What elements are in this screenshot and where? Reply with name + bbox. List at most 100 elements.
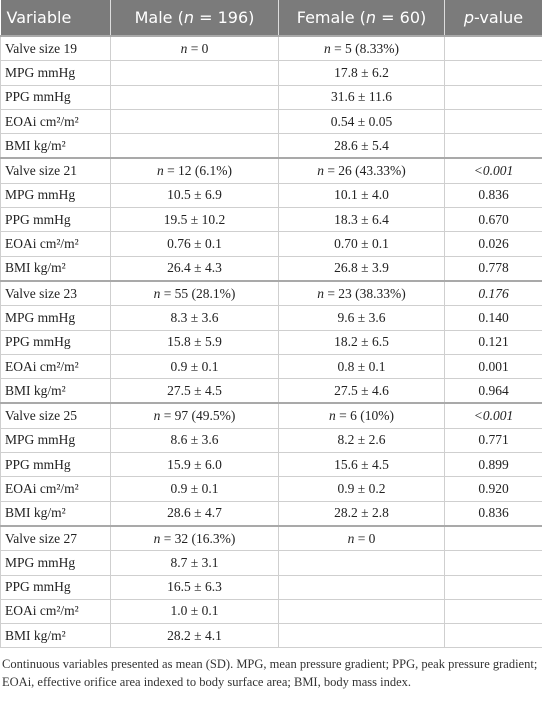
table-cell: 15.6 ± 4.5 <box>278 452 445 478</box>
table-row: Valve size 21 n = 12 (6.1%) n = 26 (43.33%… <box>0 157 542 184</box>
table-row: Valve size 27 n = 32 (16.3%) n = 0 <box>0 524 542 552</box>
table-cell: 19.5 ± 10.2 <box>110 207 279 233</box>
table-row: Valve size 23 n = 55 (28.1%) n = 23 (38.33… <box>0 279 542 307</box>
table-cell: n = 6 (10%) <box>278 402 445 429</box>
table-cell: BMI kg/m² <box>0 255 111 282</box>
table-cell: 27.5 ± 4.5 <box>110 378 279 404</box>
footnote: Continuous variables presented as mean (… <box>2 657 538 690</box>
table-row: MPG mmHg 8.6 ± 3.6 8.2 ± 2.6 0.771 <box>0 427 542 454</box>
table-cell: BMI kg/m² <box>0 623 111 649</box>
table-cell: 31.6 ± 11.6 <box>278 84 445 110</box>
table-cell: 0.899 <box>444 452 542 478</box>
table-cell: EOAi cm²/m² <box>0 598 111 625</box>
table-cell: EOAi cm²/m² <box>0 108 111 135</box>
table-cell: EOAi cm²/m² <box>0 476 111 502</box>
table-cell: n = 0 <box>278 524 445 552</box>
table-cell <box>444 60 542 86</box>
table-cell: 0.026 <box>444 231 542 257</box>
table-cell: 26.8 ± 3.9 <box>278 255 445 282</box>
table-cell: Valve size 27 <box>0 524 111 552</box>
table-cell: 0.964 <box>444 378 542 404</box>
table-cell: 10.1 ± 4.0 <box>278 182 445 209</box>
table-cell: 1.0 ± 0.1 <box>110 598 279 625</box>
table-cell: PPG mmHg <box>0 329 111 355</box>
table-cell: 8.6 ± 3.6 <box>110 427 279 454</box>
table-row: PPG mmHg 15.9 ± 6.0 15.6 ± 4.5 0.899 <box>0 452 542 478</box>
table-cell: 28.6 ± 5.4 <box>278 133 445 159</box>
table-cell: 0.9 ± 0.1 <box>110 476 279 502</box>
table-cell: BMI kg/m² <box>0 133 111 159</box>
table-cell: n = 12 (6.1%) <box>110 157 279 184</box>
table-cell <box>444 35 542 62</box>
table-cell: 8.2 ± 2.6 <box>278 427 445 454</box>
table-cell: 0.8 ± 0.1 <box>278 353 445 380</box>
table-cell: n = 32 (16.3%) <box>110 524 279 552</box>
table-cell: BMI kg/m² <box>0 378 111 404</box>
table-cell: 0.140 <box>444 305 542 331</box>
table-cell: BMI kg/m² <box>0 500 111 527</box>
table-cell: Valve size 21 <box>0 157 111 184</box>
table-cell: 9.6 ± 3.6 <box>278 305 445 331</box>
table-cell: 26.4 ± 4.3 <box>110 255 279 282</box>
table-cell: 28.2 ± 4.1 <box>110 623 279 649</box>
table-row: BMI kg/m² 27.5 ± 4.5 27.5 ± 4.6 0.964 <box>0 378 542 404</box>
table-cell: 0.121 <box>444 329 542 355</box>
table-cell: PPG mmHg <box>0 574 111 600</box>
column-header: p-value <box>444 0 542 36</box>
table-cell: MPG mmHg <box>0 305 111 331</box>
table-cell: 8.3 ± 3.6 <box>110 305 279 331</box>
table-row: PPG mmHg 15.8 ± 5.9 18.2 ± 6.5 0.121 <box>0 329 542 355</box>
table-cell: n = 55 (28.1%) <box>110 279 279 307</box>
table-cell <box>444 598 542 625</box>
table-cell <box>110 133 279 159</box>
table-cell: 0.176 <box>444 279 542 307</box>
table-row: BMI kg/m² 28.6 ± 4.7 28.2 ± 2.8 0.836 <box>0 500 542 527</box>
data-table: Variable Male (n = 196) Female (n = 60) p-v… <box>0 0 542 649</box>
table-cell <box>278 574 445 600</box>
table-cell: 28.2 ± 2.8 <box>278 500 445 527</box>
table-cell: 0.9 ± 0.1 <box>110 353 279 380</box>
table-cell: n = 0 <box>110 35 279 62</box>
table-cell: 18.2 ± 6.5 <box>278 329 445 355</box>
table-cell: n = 5 (8.33%) <box>278 35 445 62</box>
table-cell <box>444 108 542 135</box>
table-cell: 15.9 ± 6.0 <box>110 452 279 478</box>
table-row: BMI kg/m² 26.4 ± 4.3 26.8 ± 3.9 0.778 <box>0 255 542 282</box>
table-row: BMI kg/m² 28.6 ± 5.4 <box>0 133 542 159</box>
table-cell <box>444 524 542 552</box>
table-cell: 0.771 <box>444 427 542 454</box>
table-row: EOAi cm²/m² 0.9 ± 0.1 0.8 ± 0.1 0.001 <box>0 353 542 380</box>
table-cell: MPG mmHg <box>0 60 111 86</box>
table-cell: 0.9 ± 0.2 <box>278 476 445 502</box>
table-row: MPG mmHg 8.3 ± 3.6 9.6 ± 3.6 0.140 <box>0 305 542 331</box>
table-row: EOAi cm²/m² 0.76 ± 0.1 0.70 ± 0.1 0.026 <box>0 231 542 257</box>
table-cell <box>110 60 279 86</box>
table-cell: 17.8 ± 6.2 <box>278 60 445 86</box>
header-row: Variable Male (n = 196) Female (n = 60) p-v… <box>0 0 542 36</box>
table-cell: 0.70 ± 0.1 <box>278 231 445 257</box>
table-cell <box>444 84 542 110</box>
table-cell: 0.778 <box>444 255 542 282</box>
table-cell: 0.76 ± 0.1 <box>110 231 279 257</box>
table-cell: MPG mmHg <box>0 550 111 576</box>
table-cell: <0.001 <box>444 402 542 429</box>
table-cell <box>444 623 542 649</box>
table-cell: 0.54 ± 0.05 <box>278 108 445 135</box>
table-cell: 0.836 <box>444 500 542 527</box>
table-cell <box>444 133 542 159</box>
table-cell: Valve size 19 <box>0 35 111 62</box>
table-cell: n = 23 (38.33%) <box>278 279 445 307</box>
table-cell <box>278 598 445 625</box>
table-cell: 15.8 ± 5.9 <box>110 329 279 355</box>
table-cell <box>444 574 542 600</box>
table-cell: 0.920 <box>444 476 542 502</box>
table-row: MPG mmHg 17.8 ± 6.2 <box>0 60 542 86</box>
table-row: PPG mmHg 19.5 ± 10.2 18.3 ± 6.4 0.670 <box>0 207 542 233</box>
table-cell: 0.836 <box>444 182 542 209</box>
table-cell: EOAi cm²/m² <box>0 231 111 257</box>
table-cell: 8.7 ± 3.1 <box>110 550 279 576</box>
table-cell <box>278 550 445 576</box>
